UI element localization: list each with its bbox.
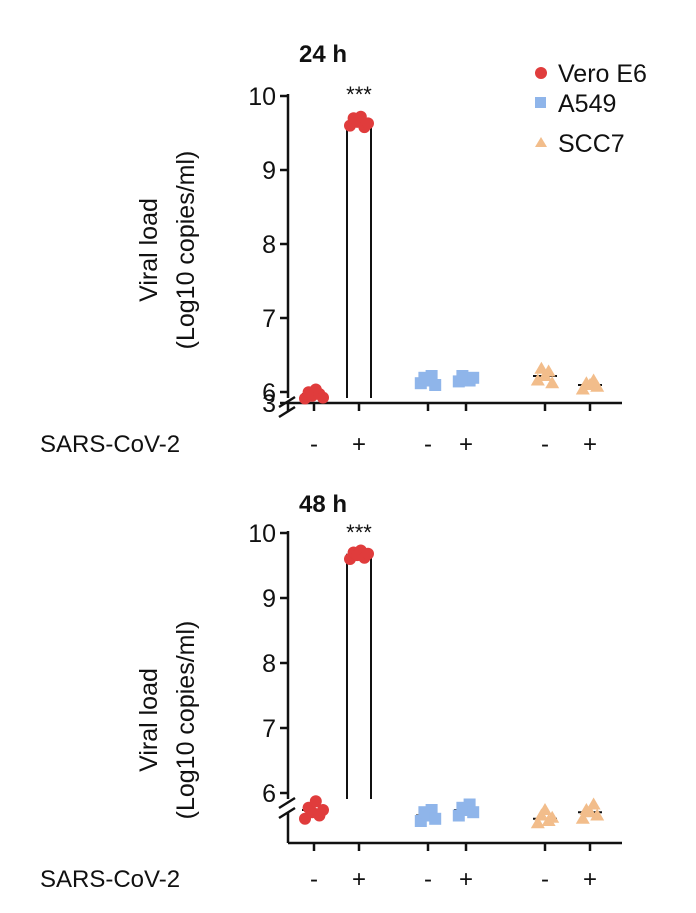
x-category-label: - [310,431,318,458]
legend-label-vero: Vero E6 [558,60,647,88]
significance-label: *** [346,520,372,545]
chart-title: 24 h [299,41,347,68]
y-axis-label-line2: (Log10 copies/ml) [172,621,200,820]
data-point [429,379,442,391]
row-label: SARS-CoV-2 [40,431,180,458]
data-point [575,811,590,824]
axis-break-mark [278,405,296,419]
x-category-label: + [459,431,473,458]
y-tick-label: 7 [262,305,276,333]
data-point [309,795,322,808]
x-category-label: + [352,866,366,893]
y-tick-label: 6 [262,379,276,407]
y-tick-label: 3 [262,390,276,418]
data-point [545,376,560,389]
x-category-label: - [541,431,549,458]
x-category-label: - [310,866,318,893]
y-tick-label: 6 [262,780,276,808]
data-point [362,117,374,130]
data-point [590,808,605,821]
data-point [530,816,545,829]
y-tick-label: 9 [262,585,276,613]
data-point [317,391,329,404]
data-point [541,364,556,377]
y-tick-label: 8 [262,231,276,259]
x-category-label: - [541,866,549,893]
chart-title: 48 h [299,491,347,518]
data-point [586,797,601,810]
data-point [362,547,374,560]
x-category-label: + [459,866,473,893]
axis-break-mark [278,806,296,820]
axis-break-mark [278,796,296,810]
data-point [467,371,480,384]
legend-label-a549: A549 [558,90,616,118]
y-tick-label: 9 [262,157,276,185]
data-point [317,804,329,816]
legend-label-scc7: SCC7 [558,130,625,158]
data-point [545,810,560,823]
y-axis-label-line2: (Log10 copies/ml) [172,151,200,350]
y-tick-label: 8 [262,650,276,678]
significance-label: *** [346,82,372,107]
y-tick-label: 10 [248,83,276,111]
data-point [467,806,480,819]
y-tick-label: 10 [248,520,276,548]
x-category-label: + [583,866,597,893]
data-point [575,382,590,395]
x-category-label: + [583,431,597,458]
legend-marker-a549 [535,97,546,108]
data-point [530,373,545,386]
y-axis-label-line1: Viral load [135,668,163,772]
legend-marker-vero [535,67,547,79]
data-point [590,379,605,392]
x-category-label: - [424,866,432,893]
data-point [429,812,442,825]
data-point [583,805,597,818]
y-tick-label: 7 [262,715,276,743]
x-category-label: + [352,431,366,458]
legend: Vero E6 A549 SCC7 [535,60,647,158]
data-point [538,803,552,815]
x-category-label: - [424,431,432,458]
legend-marker-scc7 [535,137,547,147]
y-axis-label-line1: Viral load [135,198,163,302]
row-label: SARS-CoV-2 [40,866,180,893]
